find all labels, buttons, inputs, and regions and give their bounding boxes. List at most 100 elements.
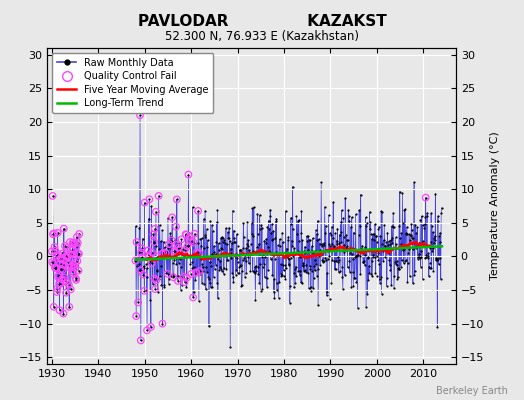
Point — [306, 237, 314, 243]
Point — [184, 171, 193, 178]
Point — [282, 245, 291, 252]
Point — [63, 254, 72, 260]
Point — [272, 280, 281, 286]
Point — [255, 240, 263, 247]
Point — [73, 234, 81, 240]
Point — [136, 268, 144, 274]
Point — [292, 213, 301, 220]
Point — [390, 259, 399, 265]
Point — [65, 304, 73, 310]
Point — [414, 242, 422, 248]
Point — [150, 275, 159, 282]
Point — [146, 256, 155, 263]
Point — [215, 257, 224, 264]
Point — [163, 215, 172, 222]
Point — [418, 240, 427, 246]
Point — [59, 262, 67, 268]
Point — [61, 277, 70, 284]
Point — [60, 274, 69, 281]
Point — [165, 241, 173, 247]
Point — [218, 234, 226, 240]
Point — [249, 248, 258, 254]
Point — [138, 245, 146, 252]
Point — [186, 240, 194, 246]
Point — [397, 230, 406, 236]
Point — [341, 195, 350, 201]
Point — [290, 284, 298, 290]
Point — [60, 257, 69, 263]
Point — [152, 208, 160, 215]
Point — [248, 231, 256, 237]
Point — [138, 254, 147, 260]
Point — [374, 226, 382, 232]
Point — [278, 271, 287, 278]
Point — [428, 248, 436, 254]
Point — [413, 255, 422, 262]
Point — [172, 224, 180, 230]
Point — [421, 194, 430, 201]
Point — [216, 266, 225, 272]
Point — [161, 250, 170, 256]
Point — [168, 260, 177, 267]
Point — [145, 196, 154, 202]
Point — [406, 273, 414, 280]
Point — [177, 236, 185, 242]
Point — [342, 245, 350, 251]
Point — [304, 233, 313, 239]
Point — [356, 191, 365, 198]
Point — [372, 233, 380, 240]
Point — [386, 266, 395, 273]
Point — [185, 234, 194, 240]
Point — [148, 249, 156, 256]
Point — [197, 243, 205, 249]
Point — [155, 245, 163, 252]
Point — [150, 226, 159, 232]
Point — [52, 264, 60, 271]
Point — [195, 250, 203, 256]
Point — [180, 253, 188, 260]
Point — [389, 210, 397, 216]
Point — [363, 291, 372, 298]
Point — [70, 240, 79, 246]
Point — [52, 289, 61, 295]
Point — [268, 271, 277, 278]
Point — [181, 231, 190, 238]
Point — [192, 239, 200, 246]
Point — [73, 258, 82, 264]
Point — [373, 273, 381, 279]
Point — [260, 238, 268, 244]
Point — [151, 243, 160, 250]
Point — [344, 237, 352, 244]
Point — [212, 239, 221, 245]
Point — [193, 249, 201, 256]
Point — [50, 230, 58, 236]
Point — [300, 267, 309, 274]
Point — [230, 235, 238, 242]
Point — [67, 251, 75, 258]
Point — [71, 265, 79, 271]
Point — [401, 206, 409, 212]
Point — [231, 239, 239, 245]
Point — [143, 327, 151, 334]
Point — [336, 229, 345, 235]
Point — [172, 224, 180, 230]
Point — [294, 217, 303, 223]
Point — [231, 252, 239, 259]
Point — [253, 244, 261, 250]
Point — [400, 207, 409, 213]
Point — [319, 240, 328, 246]
Point — [387, 236, 395, 243]
Point — [275, 252, 283, 259]
Point — [269, 228, 277, 234]
Point — [48, 259, 57, 265]
Point — [302, 269, 310, 275]
Point — [149, 231, 157, 238]
Point — [159, 252, 167, 258]
Point — [410, 179, 418, 186]
Point — [171, 249, 179, 255]
Point — [52, 264, 60, 271]
Point — [416, 239, 424, 246]
Point — [268, 221, 276, 228]
Point — [333, 240, 341, 247]
Point — [312, 261, 320, 268]
